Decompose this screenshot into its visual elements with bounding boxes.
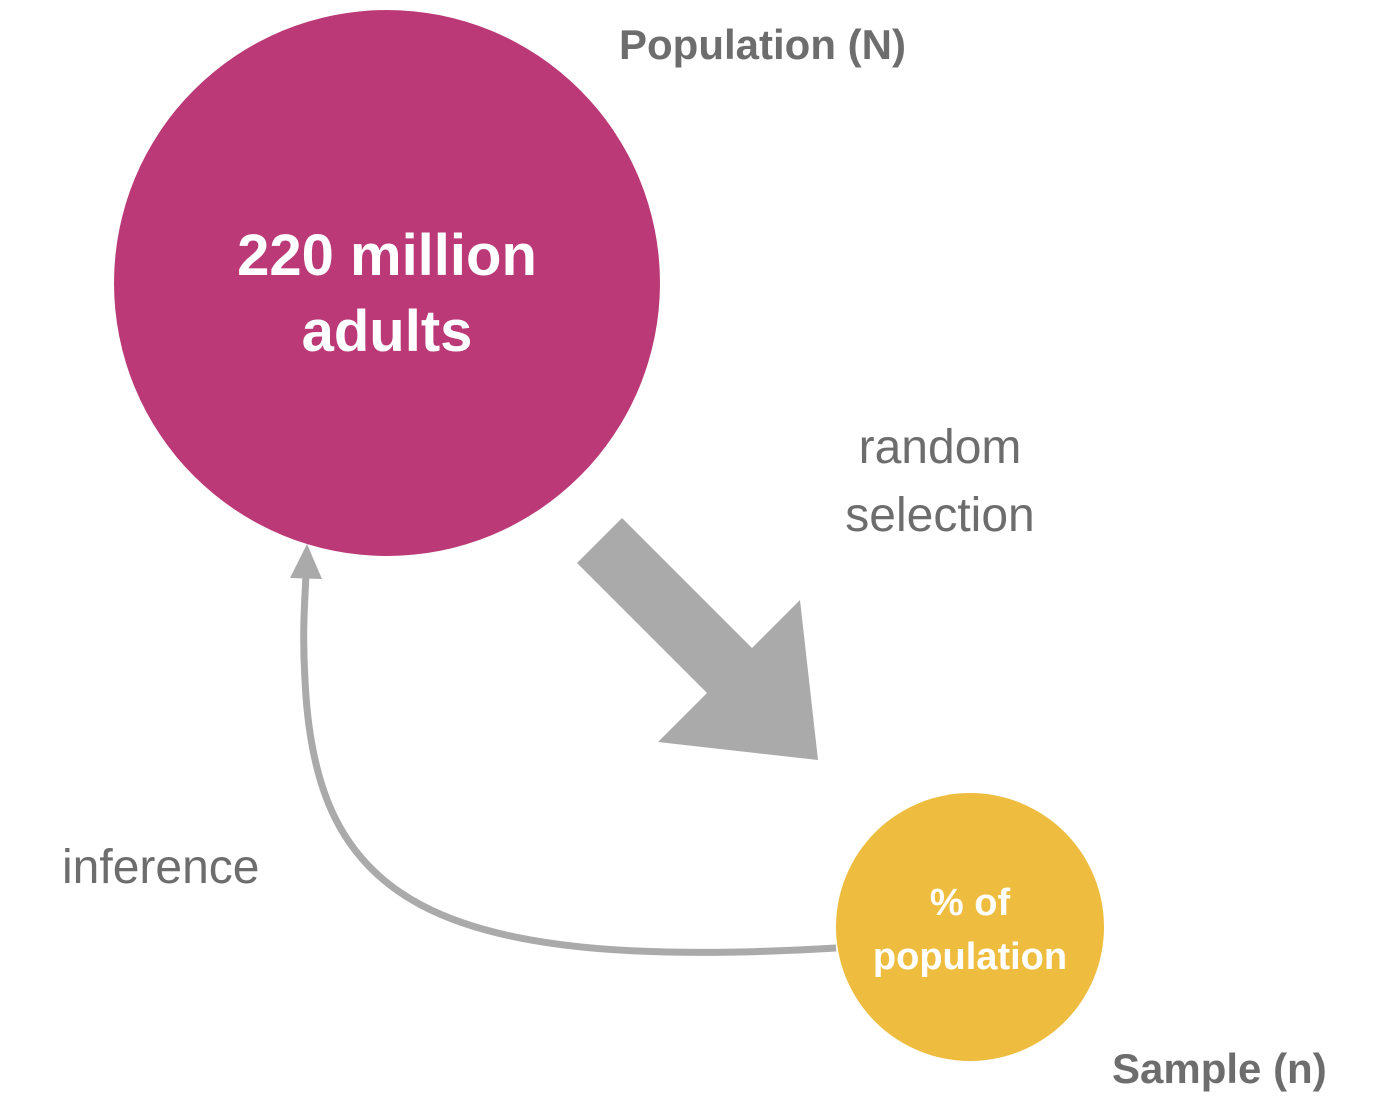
random-selection-line1: random [858,421,1022,474]
sample-circle-line2: population [872,936,1068,978]
random-selection-arrow [577,518,818,760]
population-circle-line2: adults [301,299,473,364]
random-selection-line2: selection [845,489,1035,542]
inference-label: inference [62,841,260,894]
population-circle [114,10,660,556]
sample-circle [836,793,1104,1061]
inference-arrow-curve [300,573,837,956]
population-circle-label: 220 million adults [187,218,587,370]
inference-arrowhead [290,544,322,579]
random-selection-label: random selection [790,414,1090,550]
population-circle-line1: 220 million [237,223,537,288]
sample-circle-line1: % of [929,882,1011,924]
sample-title: Sample (n) [1112,1045,1327,1092]
population-title: Population (N) [619,21,906,68]
sample-circle-label: % of population [840,876,1100,984]
